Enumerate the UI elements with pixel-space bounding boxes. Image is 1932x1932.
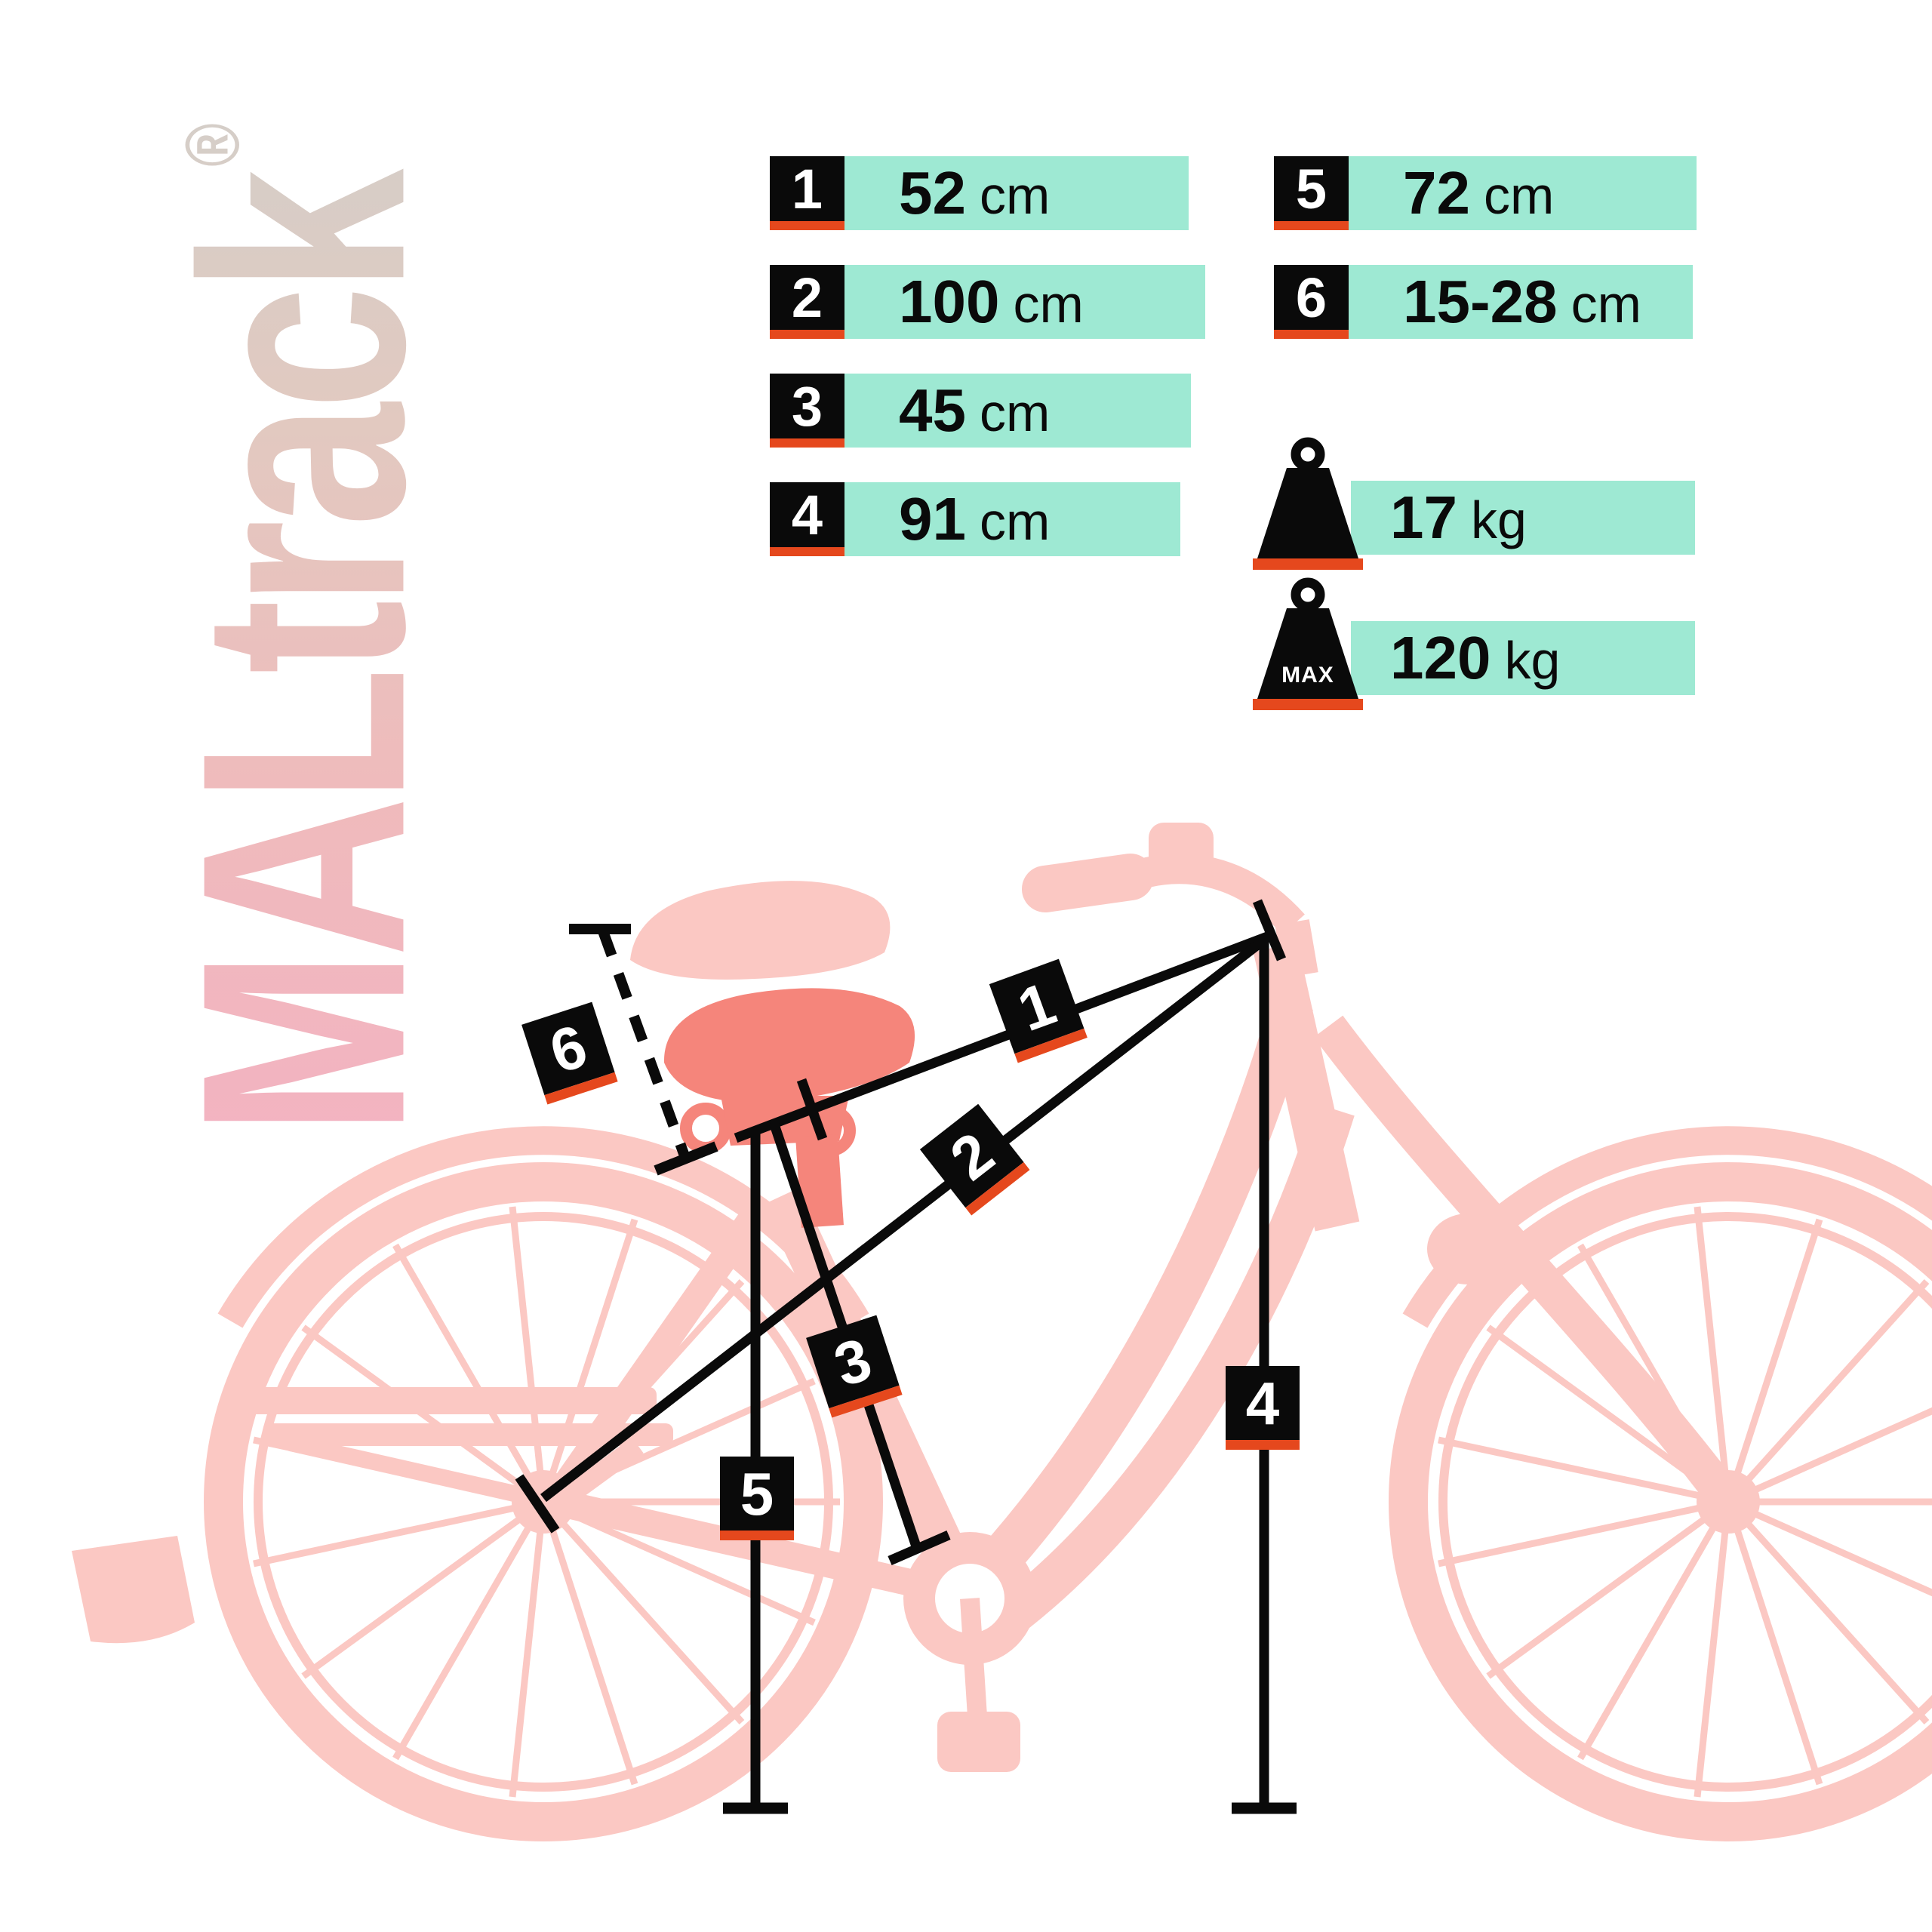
diagram-label-5: 5 (720, 1457, 794, 1540)
badge-number: 1 (791, 157, 823, 220)
measurement-line-2 (540, 931, 1272, 1503)
measurement-number-badge: 5 (1274, 156, 1349, 230)
badge-number: 2 (791, 266, 823, 329)
measurement-unit: cm (1013, 275, 1084, 334)
measurement-bar: 15-28 cm (1349, 265, 1693, 339)
diagram-label-2: 2 (919, 1103, 1030, 1216)
badge-number: 5 (1295, 157, 1327, 220)
measurement-unit: cm (1571, 275, 1641, 334)
measurement-value: 100 (899, 268, 1000, 335)
kettlebell-max-weight-icon: MAX (1253, 577, 1363, 710)
measurement-line-2-end-tick (515, 1474, 560, 1534)
measurement-unit: cm (979, 166, 1051, 225)
badge-number: 6 (1295, 266, 1327, 329)
diagram-label-number: 4 (1246, 1370, 1280, 1437)
diagram-label-number: 5 (740, 1460, 774, 1527)
measurement-bar: 100 cm (844, 265, 1205, 339)
measurement-line-1 (734, 931, 1272, 1143)
diagram-label-4: 4 (1226, 1366, 1300, 1450)
bike-weight-bar: 17 kg (1351, 481, 1695, 555)
measurement-unit: cm (979, 383, 1051, 442)
bike-silhouette (72, 823, 1932, 1841)
brand-logo-text: MALtrack® (141, 123, 466, 1136)
measurement-line-3-end-tick (888, 1531, 951, 1565)
measurement-line-6-dashed (598, 929, 691, 1162)
measurement-bar: 72 cm (1349, 156, 1697, 230)
measurement-value: 52 (899, 159, 966, 226)
registered-trademark: ® (168, 123, 256, 167)
max-load-bar: 120 kg (1351, 621, 1695, 695)
measurement-number-badge: 1 (770, 156, 844, 230)
measurement-bar: 45 cm (844, 374, 1191, 448)
diagram-label-6: 6 (521, 1001, 618, 1105)
measurement-unit: cm (979, 492, 1051, 551)
measurement-number-badge: 2 (770, 265, 844, 339)
max-label: MAX (1281, 663, 1334, 688)
badge-number: 4 (791, 483, 823, 546)
measurement-line-6-bottom-tick (654, 1141, 718, 1176)
measurement-number-badge: 6 (1274, 265, 1349, 339)
measurement-bar: 52 cm (844, 156, 1189, 230)
weight-value: 120 (1390, 624, 1491, 691)
weight-unit: kg (1470, 491, 1527, 549)
measurement-number-badge: 3 (770, 374, 844, 448)
measurement-value: 45 (899, 377, 966, 444)
measurement-value: 91 (899, 485, 966, 552)
weight-unit: kg (1504, 631, 1561, 690)
kettlebell-weight-icon (1253, 437, 1363, 570)
diagram-label-3: 3 (806, 1315, 903, 1418)
diagram-labels: 1 2 3 4 5 (521, 958, 1300, 1540)
measurement-value: 15-28 (1403, 268, 1558, 335)
head-tube-tick (1252, 899, 1287, 961)
measurement-unit: cm (1483, 166, 1555, 225)
brand-logo: MALtrack® (170, 109, 438, 1136)
measurement-value: 72 (1403, 159, 1470, 226)
weight-value: 17 (1390, 484, 1457, 551)
measurement-line-1-end-tick (796, 1078, 828, 1141)
measurement-bar: 91 cm (844, 482, 1180, 556)
diagram-label-1: 1 (989, 958, 1088, 1063)
badge-number: 3 (791, 374, 823, 438)
measurement-number-badge: 4 (770, 482, 844, 556)
bike-frame (72, 823, 1743, 1772)
